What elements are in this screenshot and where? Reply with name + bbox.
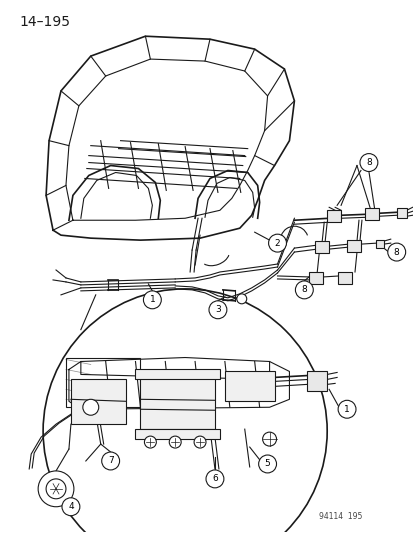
Circle shape	[359, 154, 377, 172]
Circle shape	[268, 234, 286, 252]
Bar	[306, 372, 326, 391]
Circle shape	[38, 471, 74, 507]
Bar	[396, 208, 406, 218]
Circle shape	[83, 399, 98, 415]
Bar	[135, 429, 219, 439]
Circle shape	[43, 289, 326, 533]
Bar	[309, 272, 323, 284]
Text: 8: 8	[301, 285, 306, 294]
Text: 4: 4	[68, 502, 74, 511]
Circle shape	[194, 436, 206, 448]
Circle shape	[258, 455, 276, 473]
Circle shape	[46, 479, 66, 499]
Text: 1: 1	[149, 295, 155, 304]
Text: 7: 7	[107, 456, 113, 465]
Text: 1: 1	[343, 405, 349, 414]
Text: 8: 8	[393, 247, 399, 256]
Bar	[315, 241, 328, 253]
Bar	[135, 369, 219, 379]
Bar	[224, 372, 274, 401]
Circle shape	[262, 432, 276, 446]
Text: 3: 3	[214, 305, 220, 314]
Text: 6: 6	[211, 474, 217, 483]
Circle shape	[387, 243, 405, 261]
Bar	[337, 272, 351, 284]
Bar	[66, 358, 140, 407]
Text: 14–195: 14–195	[19, 15, 70, 29]
Circle shape	[209, 301, 226, 319]
Circle shape	[144, 436, 156, 448]
Bar	[375, 240, 383, 248]
Bar	[71, 379, 125, 424]
Text: 8: 8	[365, 158, 371, 167]
Bar	[346, 240, 360, 252]
Bar	[140, 375, 214, 429]
Bar	[364, 208, 378, 220]
Circle shape	[62, 498, 80, 516]
Text: 94114  195: 94114 195	[318, 512, 362, 521]
Text: 2: 2	[274, 239, 280, 248]
Circle shape	[206, 470, 223, 488]
Circle shape	[236, 294, 246, 304]
Circle shape	[169, 436, 181, 448]
Text: 5: 5	[264, 459, 270, 469]
Circle shape	[295, 281, 313, 299]
Circle shape	[102, 452, 119, 470]
Circle shape	[143, 291, 161, 309]
Bar	[326, 211, 340, 222]
Circle shape	[337, 400, 355, 418]
